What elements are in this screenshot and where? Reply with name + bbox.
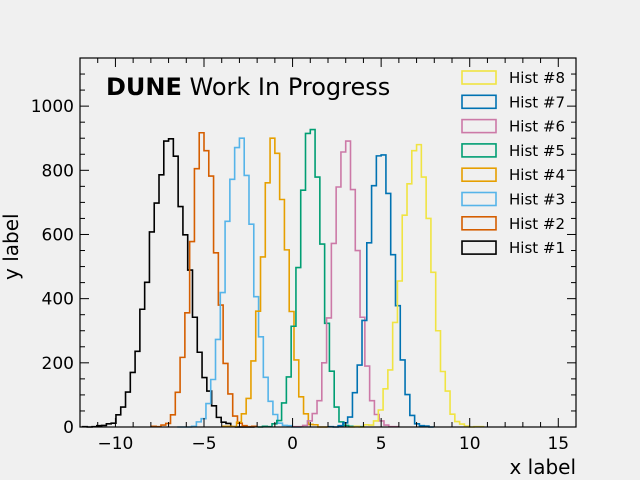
x-axis-label: x label <box>509 455 576 479</box>
legend-swatch <box>461 216 497 231</box>
legend-label: Hist #7 <box>509 93 565 111</box>
histogram-series-2 <box>150 131 258 428</box>
legend-swatch <box>461 167 497 182</box>
y-tick-label: 800 <box>42 161 74 181</box>
histogram-series-3 <box>177 137 302 428</box>
legend-label: Hist #3 <box>509 191 565 209</box>
histogram-series-5 <box>257 128 364 428</box>
legend-item: Hist #1 <box>461 239 565 257</box>
x-tick-label: 10 <box>459 434 481 454</box>
legend-label: Hist #2 <box>509 215 565 233</box>
legend-swatch <box>461 143 497 158</box>
x-tick-label: 5 <box>376 434 387 454</box>
histogram-series-6 <box>292 140 400 428</box>
legend-item: Hist #4 <box>461 166 565 184</box>
x-tick-label: −5 <box>191 434 216 454</box>
tick-labels: −10 −5 0 5 10 15 0 200 400 600 800 1000 <box>31 97 569 454</box>
legend-item: Hist #5 <box>461 142 565 160</box>
legend-label: Hist #5 <box>509 142 565 160</box>
histogram-series-1 <box>81 138 255 428</box>
legend-swatch <box>461 94 497 110</box>
plot-frame <box>79 57 577 428</box>
y-axis-label: y label <box>0 213 23 280</box>
legend-label: Hist #6 <box>509 118 565 136</box>
legend-item: Hist #7 <box>461 93 565 111</box>
legend-label: Hist #4 <box>509 166 565 184</box>
legend-swatch <box>461 191 497 207</box>
legend-item: Hist #6 <box>461 118 565 136</box>
y-tick-label: 200 <box>42 354 74 374</box>
legend-item: Hist #8 <box>461 69 565 87</box>
y-tick-label: 1000 <box>31 97 74 117</box>
y-tick-label: 0 <box>63 418 74 438</box>
legend-item: Hist #2 <box>461 215 565 233</box>
legend-label: Hist #1 <box>509 239 565 257</box>
histogram-series-8 <box>349 143 485 428</box>
histogram-series-4 <box>221 137 328 428</box>
legend-item: Hist #3 <box>461 191 565 209</box>
legend: Hist #8 Hist #7 Hist #6 Hist #5 Hist #4 Hist … <box>461 69 565 257</box>
histogram-series-7 <box>327 154 434 428</box>
chart-title: DUNE Work In Progress <box>106 73 390 101</box>
chart-title-bold: DUNE <box>106 73 182 101</box>
legend-swatch <box>461 240 497 255</box>
y-tick-label: 400 <box>42 290 74 310</box>
histogram-series-layer <box>81 128 485 428</box>
legend-label: Hist #8 <box>509 69 565 87</box>
legend-swatch <box>461 70 497 85</box>
x-tick-label: 15 <box>547 434 569 454</box>
legend-swatch <box>461 118 497 134</box>
axis-ticks <box>79 57 577 428</box>
y-tick-label: 600 <box>42 225 74 245</box>
x-tick-label: −10 <box>97 434 133 454</box>
x-tick-label: 0 <box>287 434 298 454</box>
chart-title-rest: Work In Progress <box>182 73 390 101</box>
